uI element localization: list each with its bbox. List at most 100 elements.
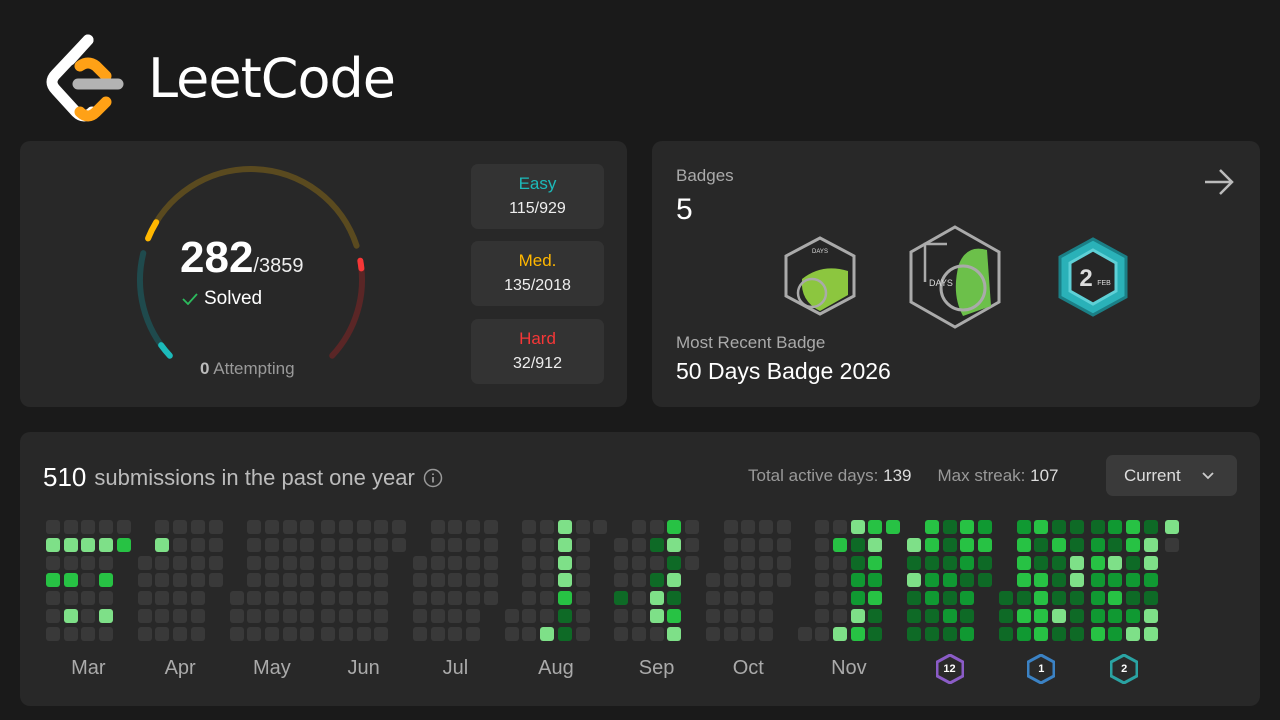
- heatmap-cell[interactable]: [850, 626, 865, 641]
- heatmap-cell[interactable]: [430, 608, 445, 623]
- heatmap-cell[interactable]: [924, 520, 939, 534]
- heatmap-cell[interactable]: [815, 555, 830, 570]
- heatmap-cell[interactable]: [649, 520, 664, 534]
- heatmap-cell[interactable]: [264, 520, 279, 534]
- heatmap-cell[interactable]: [1126, 537, 1140, 552]
- heatmap-cell[interactable]: [907, 555, 922, 570]
- heatmap-cell[interactable]: [741, 555, 756, 570]
- heatmap-cell[interactable]: [960, 608, 975, 623]
- heatmap-cell[interactable]: [63, 520, 78, 534]
- heatmap-cell[interactable]: [173, 573, 188, 588]
- heatmap-cell[interactable]: [522, 555, 537, 570]
- heatmap-cell[interactable]: [741, 591, 756, 606]
- heatmap-cell[interactable]: [338, 608, 353, 623]
- heatmap-cell[interactable]: [1034, 626, 1049, 641]
- heatmap-cell[interactable]: [155, 520, 170, 534]
- heatmap-cell[interactable]: [264, 608, 279, 623]
- heatmap-cell[interactable]: [356, 537, 371, 552]
- heatmap-cell[interactable]: [649, 591, 664, 606]
- heatmap-cell[interactable]: [907, 608, 922, 623]
- heatmap-cell[interactable]: [907, 591, 922, 606]
- heatmap-cell[interactable]: [960, 555, 975, 570]
- heatmap-cell[interactable]: [557, 626, 572, 641]
- heatmap-cell[interactable]: [1108, 608, 1123, 623]
- heatmap-cell[interactable]: [522, 591, 537, 606]
- heatmap-cell[interactable]: [46, 555, 60, 570]
- heatmap-cell[interactable]: [392, 520, 406, 534]
- heatmap-cell[interactable]: [723, 573, 738, 588]
- heatmap-cell[interactable]: [1016, 573, 1031, 588]
- heatmap-cell[interactable]: [649, 555, 664, 570]
- heatmap-cell[interactable]: [924, 537, 939, 552]
- heatmap-cell[interactable]: [81, 591, 96, 606]
- monthly-badge-icon[interactable]: 1: [1027, 653, 1056, 684]
- heatmap-cell[interactable]: [868, 537, 883, 552]
- heatmap-cell[interactable]: [321, 520, 336, 534]
- heatmap-cell[interactable]: [998, 608, 1013, 623]
- heatmap-cell[interactable]: [1051, 520, 1066, 534]
- heatmap-cell[interactable]: [413, 555, 427, 570]
- heatmap-cell[interactable]: [466, 555, 481, 570]
- heatmap-cell[interactable]: [614, 626, 629, 641]
- heatmap-cell[interactable]: [483, 591, 498, 606]
- heatmap-cell[interactable]: [392, 537, 406, 552]
- heatmap-cell[interactable]: [504, 608, 519, 623]
- heatmap-cell[interactable]: [46, 608, 60, 623]
- heatmap-cell[interactable]: [430, 555, 445, 570]
- heatmap-cell[interactable]: [63, 537, 78, 552]
- heatmap-cell[interactable]: [960, 626, 975, 641]
- heatmap-cell[interactable]: [1034, 537, 1049, 552]
- period-dropdown[interactable]: Current: [1106, 455, 1237, 496]
- heatmap-cell[interactable]: [63, 573, 78, 588]
- heatmap-cell[interactable]: [907, 573, 922, 588]
- heatmap-cell[interactable]: [356, 573, 371, 588]
- heatmap-cell[interactable]: [1069, 626, 1084, 641]
- heatmap-cell[interactable]: [557, 537, 572, 552]
- heatmap-cell[interactable]: [321, 573, 336, 588]
- heatmap-cell[interactable]: [483, 555, 498, 570]
- heatmap-cell[interactable]: [667, 608, 682, 623]
- heatmap-cell[interactable]: [338, 626, 353, 641]
- heatmap-cell[interactable]: [924, 591, 939, 606]
- monthly-badge-icon[interactable]: 2: [1110, 653, 1139, 684]
- heatmap-cell[interactable]: [264, 537, 279, 552]
- heatmap-cell[interactable]: [575, 591, 590, 606]
- heatmap-cell[interactable]: [247, 591, 262, 606]
- heatmap-cell[interactable]: [667, 591, 682, 606]
- arrow-right-icon[interactable]: [1202, 167, 1236, 197]
- heatmap-cell[interactable]: [81, 608, 96, 623]
- heatmap-cell[interactable]: [998, 591, 1013, 606]
- heatmap-cell[interactable]: [1126, 591, 1140, 606]
- heatmap-cell[interactable]: [1090, 591, 1105, 606]
- heatmap-cell[interactable]: [374, 537, 389, 552]
- heatmap-cell[interactable]: [173, 626, 188, 641]
- heatmap-cell[interactable]: [1143, 520, 1158, 534]
- monthly-badge-icon[interactable]: 12: [935, 653, 964, 684]
- heatmap-cell[interactable]: [321, 537, 336, 552]
- heatmap-cell[interactable]: [759, 573, 773, 588]
- heatmap-cell[interactable]: [759, 520, 773, 534]
- heatmap-cell[interactable]: [886, 520, 901, 534]
- heatmap-cell[interactable]: [942, 555, 957, 570]
- heatmap-cell[interactable]: [46, 537, 60, 552]
- heatmap-cell[interactable]: [575, 555, 590, 570]
- heatmap-cell[interactable]: [1090, 626, 1105, 641]
- heatmap-cell[interactable]: [356, 591, 371, 606]
- heatmap-cell[interactable]: [1051, 573, 1066, 588]
- heatmap-cell[interactable]: [1090, 573, 1105, 588]
- heatmap-cell[interactable]: [1143, 626, 1158, 641]
- heatmap-cell[interactable]: [815, 520, 830, 534]
- heatmap-cell[interactable]: [557, 608, 572, 623]
- heatmap-cell[interactable]: [977, 573, 992, 588]
- heatmap-cell[interactable]: [942, 537, 957, 552]
- heatmap-cell[interactable]: [282, 573, 297, 588]
- heatmap-cell[interactable]: [631, 591, 646, 606]
- heatmap-cell[interactable]: [1090, 537, 1105, 552]
- heatmap-cell[interactable]: [504, 626, 519, 641]
- heatmap-cell[interactable]: [99, 520, 114, 534]
- heatmap-cell[interactable]: [1143, 591, 1158, 606]
- heatmap-cell[interactable]: [1090, 608, 1105, 623]
- heatmap-cell[interactable]: [466, 608, 481, 623]
- heatmap-cell[interactable]: [557, 520, 572, 534]
- heatmap-cell[interactable]: [247, 626, 262, 641]
